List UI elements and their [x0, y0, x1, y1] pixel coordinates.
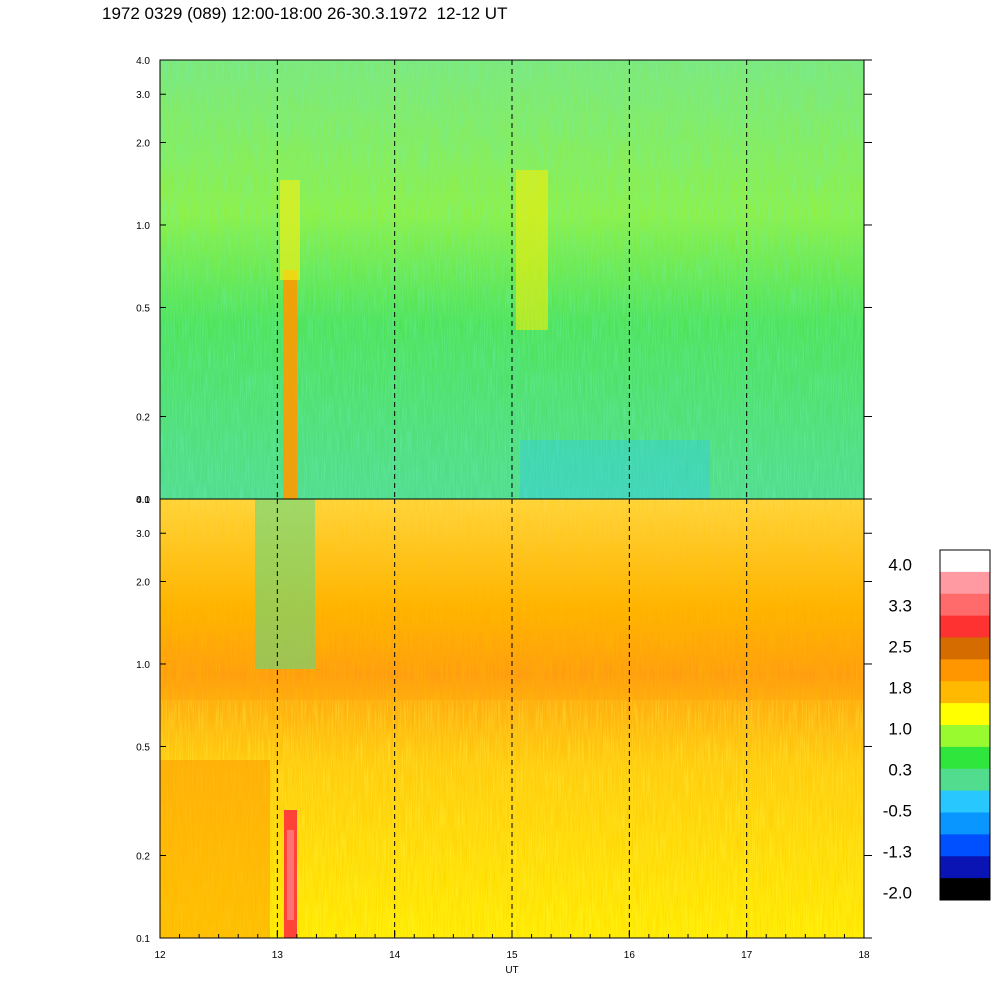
- upper-feature-blue-base: [520, 440, 710, 499]
- chart-title: 1972 0329 (089) 12:00-18:00 26-30.3.1972…: [102, 4, 508, 23]
- colorbar-swatch: [940, 856, 990, 879]
- colorbar-swatch: [940, 550, 990, 573]
- colorbar-label: 3.3: [888, 597, 912, 616]
- colorbar-swatch: [940, 878, 990, 901]
- colorbar-label: 0.3: [888, 761, 912, 780]
- upper-y-tick-label: 0.1: [136, 495, 150, 506]
- colorbar-swatch: [940, 703, 990, 726]
- lower-feature-dark-orange: [160, 760, 270, 938]
- colorbar: 4.0 3.3 2.5 1.8 1.0 0.3 -0.5 -1.3 -2.0: [883, 549, 991, 903]
- lower-y-tick-label: 2.0: [136, 577, 150, 588]
- x-axis-label: UT: [505, 965, 518, 976]
- x-tick-label: 18: [858, 950, 870, 961]
- x-tick-label: 13: [272, 950, 284, 961]
- x-tick-label: 14: [389, 950, 401, 961]
- colorbar-frame: [939, 549, 991, 901]
- colorbar-swatch: [940, 725, 990, 748]
- lower-y-tick-label: 0.1: [136, 934, 150, 945]
- colorbar-swatch: [940, 615, 990, 638]
- x-tick-label: 12: [154, 950, 166, 961]
- lower-y-axis: 0.1 0.2 0.5 1.0 2.0 3.0 4.0: [136, 495, 872, 945]
- lower-dashed-lines: [276, 499, 748, 938]
- upper-y-tick-label: 4.0: [136, 56, 150, 67]
- upper-y-tick-label: 1.0: [136, 221, 150, 232]
- colorbar-label: 4.0: [888, 556, 912, 575]
- colorbar-label: -0.5: [883, 802, 912, 821]
- x-tick-label: 16: [624, 950, 636, 961]
- lower-y-tick-label: 0.5: [136, 742, 150, 753]
- upper-y-tick-label: 0.5: [136, 303, 150, 314]
- colorbar-swatch: [940, 593, 990, 617]
- colorbar-swatch: [940, 768, 990, 792]
- upper-feature-yellow-column: [280, 180, 300, 280]
- upper-y-tick-label: 2.0: [136, 138, 150, 149]
- x-tick-label: 15: [506, 950, 518, 961]
- lower-y-tick-label: 1.0: [136, 660, 150, 671]
- x-tick-label: 17: [741, 950, 753, 961]
- colorbar-swatch: [940, 746, 990, 770]
- colorbar-swatch: [940, 637, 990, 660]
- colorbar-label: 2.5: [888, 638, 912, 657]
- lower-y-tick-label: 3.0: [136, 529, 150, 540]
- lower-feature-green-streak: [255, 499, 315, 669]
- lower-y-tick-label: 0.2: [136, 852, 150, 863]
- colorbar-label: 1.0: [888, 720, 912, 739]
- upper-y-tick-label: 3.0: [136, 90, 150, 101]
- colorbar-swatch: [940, 659, 990, 682]
- colorbar-swatch: [940, 812, 990, 835]
- upper-y-tick-label: 0.2: [136, 413, 150, 424]
- upper-dashed-lines: [276, 60, 748, 499]
- colorbar-label: -1.3: [883, 843, 912, 862]
- colorbar-swatch: [940, 681, 990, 704]
- x-axis: 12 13 14 15 16 17 18: [154, 930, 870, 961]
- colorbar-swatch: [940, 790, 990, 813]
- lower-y-tick-label: 4.0: [136, 495, 150, 506]
- lower-panel: 0.1 0.2 0.5 1.0 2.0 3.0 4.0: [136, 495, 872, 945]
- colorbar-swatch: [940, 571, 990, 595]
- upper-feature-yellow-patch: [516, 170, 548, 330]
- colorbar-label: -2.0: [883, 884, 912, 903]
- colorbar-swatch: [940, 834, 990, 857]
- lower-feature-pink-core: [287, 830, 294, 920]
- colorbar-label: 1.8: [888, 679, 912, 698]
- upper-panel: 0.1 0.2 0.5 1.0 2.0 3.0 4.0: [136, 56, 872, 506]
- upper-feature-orange-column: [283, 270, 297, 499]
